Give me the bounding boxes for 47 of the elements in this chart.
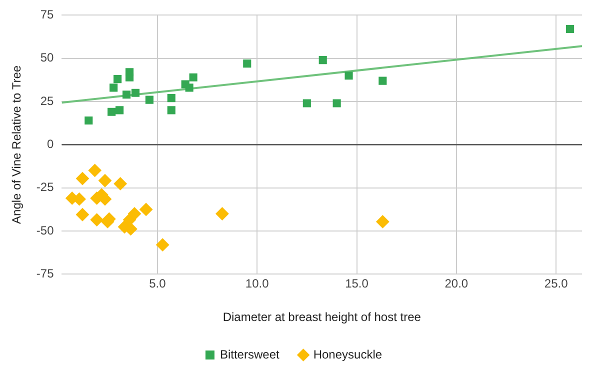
point <box>156 238 170 252</box>
y-axis-title: Angle of Vine Relative to Tree <box>10 65 24 224</box>
point <box>302 99 311 108</box>
point <box>131 88 140 97</box>
legend-label: Honeysuckle <box>313 347 382 362</box>
point <box>90 213 104 226</box>
point <box>140 202 153 216</box>
y-tick-label: -75 <box>36 266 54 281</box>
x-tick-label: 10.0 <box>245 276 270 291</box>
point <box>145 96 154 104</box>
point <box>76 208 89 222</box>
point <box>116 106 124 114</box>
point <box>114 177 127 190</box>
point <box>122 90 131 99</box>
x-tick-label: 5.0 <box>149 276 166 291</box>
point <box>114 75 122 84</box>
y-tick-label: 0 <box>47 137 54 152</box>
point <box>84 116 93 125</box>
point <box>243 60 252 68</box>
point <box>108 108 116 116</box>
point <box>189 73 198 82</box>
y-tick-label: 25 <box>40 94 54 108</box>
point <box>88 164 102 177</box>
point <box>376 215 390 228</box>
y-tick-label: -25 <box>36 180 54 194</box>
point <box>216 207 229 220</box>
point <box>98 174 112 188</box>
point <box>318 56 327 64</box>
y-tick-label: 50 <box>40 50 54 65</box>
point <box>566 24 574 34</box>
point <box>185 84 194 92</box>
point <box>378 76 387 85</box>
x-tick-label: 25.0 <box>544 276 568 291</box>
point <box>167 106 176 114</box>
point <box>167 94 176 102</box>
y-tick-label: -50 <box>36 223 54 238</box>
x-tick-label: 20.0 <box>444 276 468 291</box>
point <box>332 99 341 108</box>
legend-label: Bittersweet <box>220 347 280 362</box>
point <box>76 172 89 186</box>
point <box>125 73 134 82</box>
point <box>110 84 118 92</box>
point <box>344 72 353 80</box>
point <box>128 207 141 220</box>
x-tick-label: 15.0 <box>345 276 369 291</box>
y-tick-label: 75 <box>40 8 54 22</box>
x-axis-title: Diameter at breast height of host tree <box>222 310 422 324</box>
